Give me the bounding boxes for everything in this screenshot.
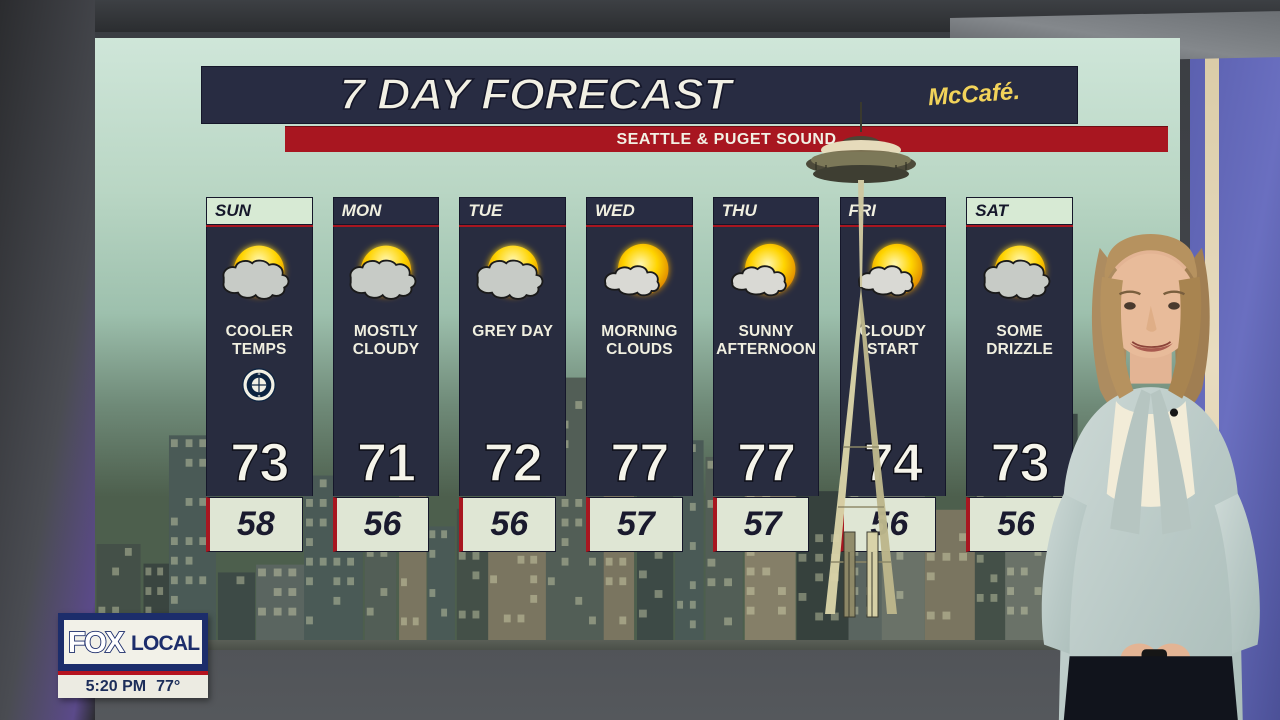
svg-text:FOX: FOX	[68, 627, 125, 659]
svg-text:S: S	[258, 394, 261, 399]
svg-text:S: S	[258, 371, 261, 376]
svg-text:LOCAL: LOCAL	[131, 632, 200, 655]
